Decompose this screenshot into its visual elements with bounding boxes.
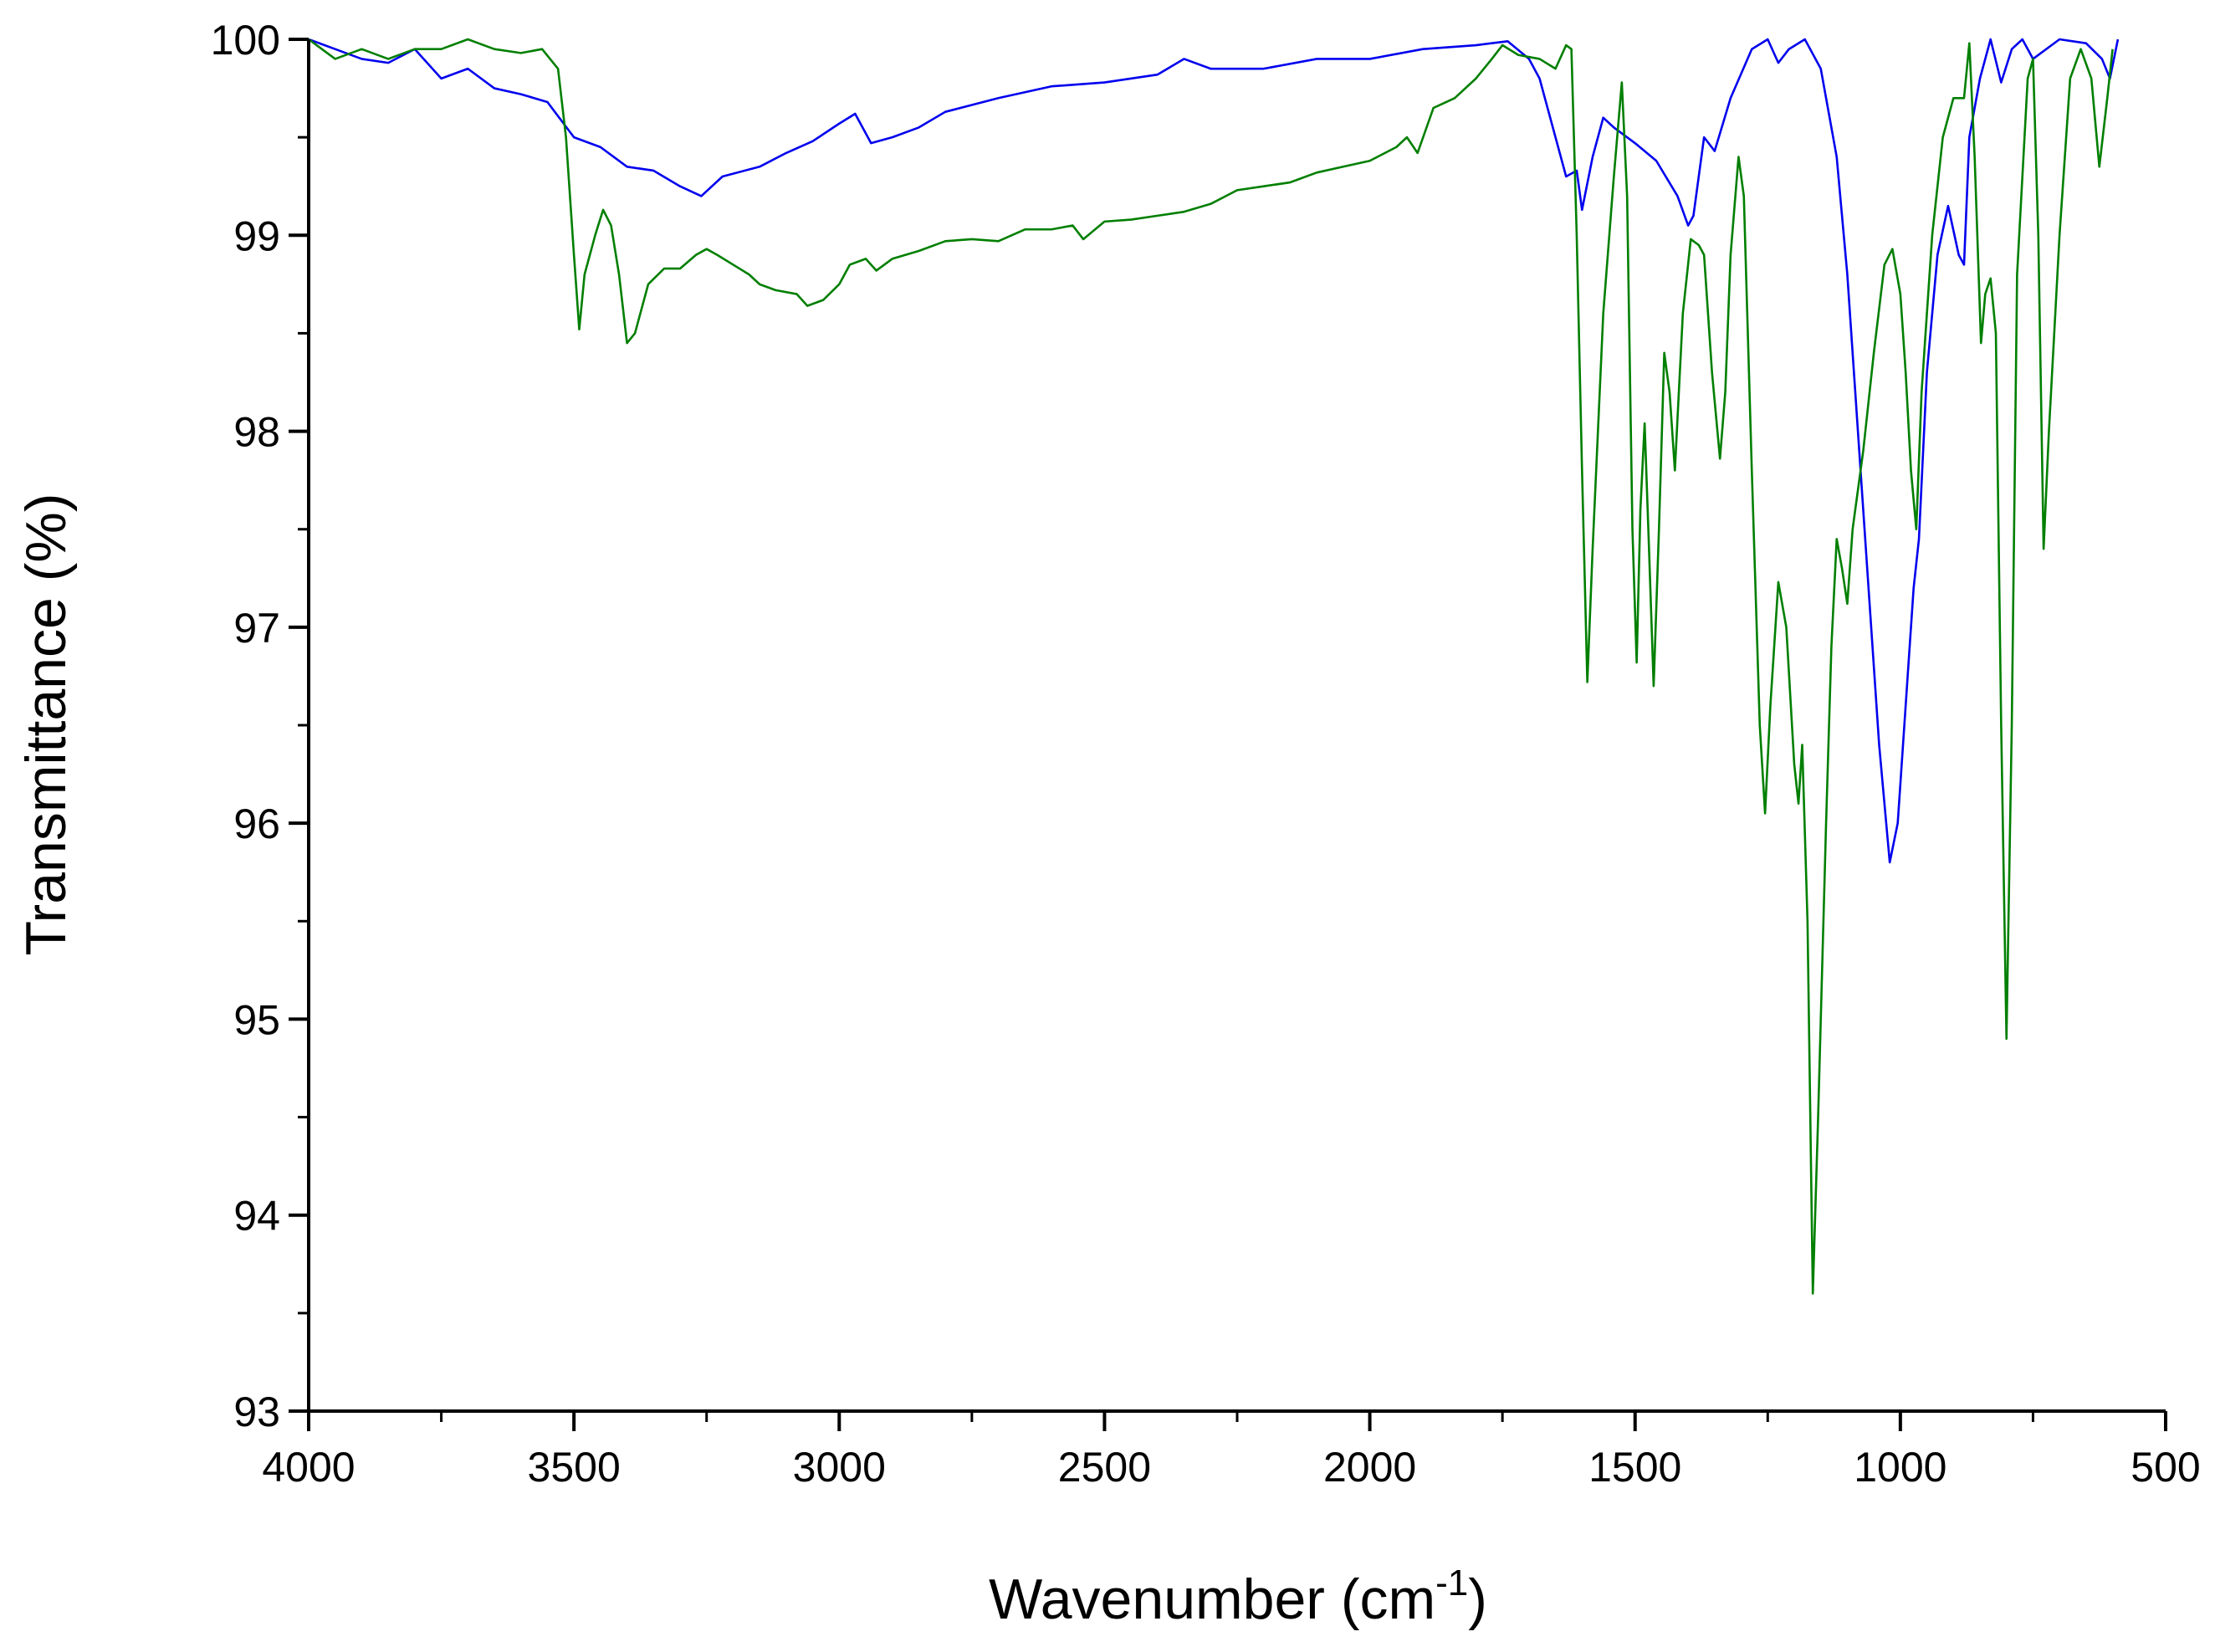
y-tick-label: 99: [233, 212, 280, 259]
y-tick-label: 100: [211, 17, 280, 64]
x-tick-label: 500: [2131, 1444, 2200, 1491]
x-tick-label: 4000: [262, 1444, 355, 1491]
spectrum-line: [308, 38, 2114, 1295]
x-tick-label: 2000: [1323, 1444, 1416, 1491]
x-axis-title: Wavenumber (cm-1): [989, 1562, 1487, 1631]
x-tick-label: 3000: [793, 1444, 886, 1491]
x-tick-label: 1000: [1854, 1444, 1946, 1491]
y-tick-label: 98: [233, 409, 280, 456]
x-tick-label: 1500: [1588, 1444, 1681, 1491]
spectrum-line: [308, 38, 2120, 864]
y-tick-label: 93: [233, 1389, 280, 1435]
y-tick-label: 95: [233, 996, 280, 1043]
x-axis-title-suffix: ): [1468, 1568, 1487, 1631]
y-tick-label: 96: [233, 800, 280, 847]
y-axis-title: Transmittance (%): [14, 494, 78, 956]
x-axis-title-text: Wavenumber (cm: [989, 1568, 1435, 1631]
y-tick-label: 94: [233, 1193, 280, 1240]
y-tick-label: 97: [233, 605, 280, 652]
x-axis-title-superscript: -1: [1435, 1562, 1468, 1603]
x-tick-label: 3500: [528, 1444, 621, 1491]
x-tick-label: 2500: [1058, 1444, 1151, 1491]
